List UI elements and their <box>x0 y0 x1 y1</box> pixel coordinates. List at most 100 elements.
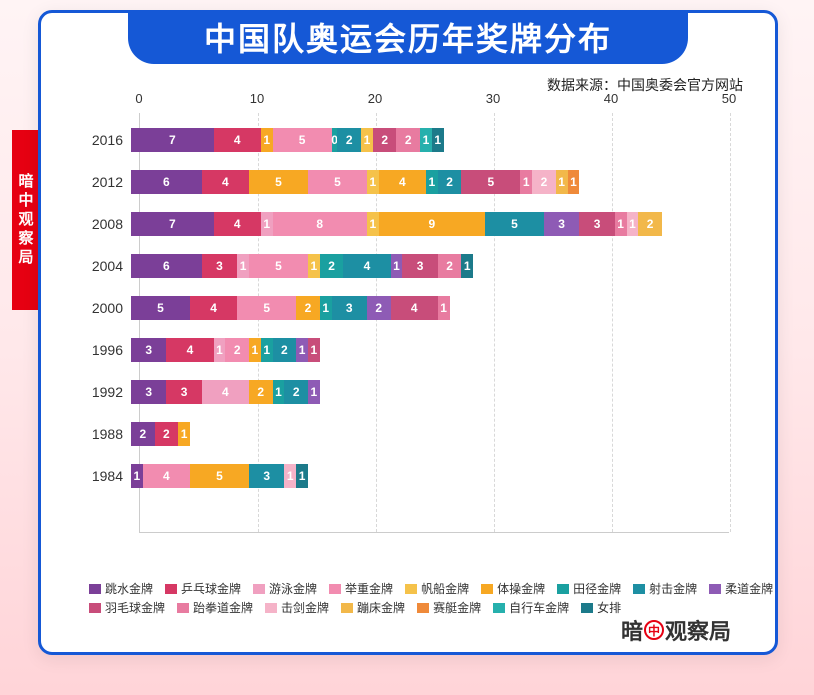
bar-segment: 1 <box>308 338 320 362</box>
legend-label: 女排 <box>597 599 621 616</box>
bar-segment: 2 <box>273 338 297 362</box>
year-label: 2016 <box>81 132 131 148</box>
chart-card: 中国队奥运会历年奖牌分布 数据来源：中国奥委会官方网站 010203040502… <box>38 10 778 655</box>
legend-swatch <box>253 584 265 594</box>
year-label: 1992 <box>81 384 131 400</box>
bar-segment: 3 <box>544 212 579 236</box>
bar-segment: 1 <box>461 254 473 278</box>
bar-segment: 1 <box>308 254 320 278</box>
bar-segment: 1 <box>237 254 249 278</box>
bar-row: 19923342121 <box>81 377 741 407</box>
legend-swatch <box>709 584 721 594</box>
bar-segment: 1 <box>361 128 373 152</box>
bar-segment: 3 <box>166 380 201 404</box>
footer-logo: 暗 中 观察局 <box>621 614 731 646</box>
legend-label: 自行车金牌 <box>509 599 569 616</box>
bar-segment: 1 <box>426 170 438 194</box>
bar-segment: 5 <box>190 464 249 488</box>
bar-segment: 1 <box>367 212 379 236</box>
bar-segment: 3 <box>202 254 237 278</box>
bar-segment: 8 <box>273 212 367 236</box>
bar-segment: 5 <box>237 296 296 320</box>
x-tick-label: 0 <box>135 91 142 106</box>
legend-swatch <box>165 584 177 594</box>
side-tag: 暗中观察局 <box>12 130 38 310</box>
bar-segment: 2 <box>131 422 155 446</box>
bar-segment: 7 <box>131 212 214 236</box>
legend-swatch <box>177 603 189 613</box>
bar-segment: 4 <box>391 296 438 320</box>
x-tick-label: 30 <box>486 91 500 106</box>
bar-segment: 2 <box>284 380 308 404</box>
legend-label: 举重金牌 <box>345 580 393 597</box>
footer-logo-part-a: 暗 <box>621 614 643 646</box>
legend-item: 自行车金牌 <box>493 599 569 616</box>
bar-segment: 4 <box>214 128 261 152</box>
bar-segment: 1 <box>214 338 226 362</box>
bar-segment: 3 <box>131 338 166 362</box>
bar-segment: 1 <box>296 464 308 488</box>
legend-label: 乒乓球金牌 <box>181 580 241 597</box>
year-label: 2004 <box>81 258 131 274</box>
legend-swatch <box>341 603 353 613</box>
year-label: 2008 <box>81 216 131 232</box>
legend-swatch <box>481 584 493 594</box>
legend-item: 帆船金牌 <box>405 580 469 597</box>
bar-segment: 5 <box>273 128 332 152</box>
bar-container: 6455141251211 <box>131 170 741 194</box>
bar-segment: 2 <box>438 254 462 278</box>
legend-item: 举重金牌 <box>329 580 393 597</box>
bar-segment: 1 <box>296 338 308 362</box>
bar-segment: 6 <box>131 170 202 194</box>
legend-label: 游泳金牌 <box>269 580 317 597</box>
bar-segment: 1 <box>261 338 273 362</box>
bar-segment: 1 <box>273 380 285 404</box>
bar-segment: 3 <box>579 212 614 236</box>
bar-segment: 4 <box>214 212 261 236</box>
legend-label: 柔道金牌 <box>725 580 773 597</box>
bar-segment: 4 <box>343 254 390 278</box>
bar-segment: 5 <box>249 254 308 278</box>
source-label: 数据来源：中国奥委会官方网站 <box>547 75 743 95</box>
bar-container: 3342121 <box>131 380 741 404</box>
bar-row: 1984145311 <box>81 461 741 491</box>
bar-segment: 1 <box>420 128 432 152</box>
bar-segment: 2 <box>225 338 249 362</box>
year-label: 1988 <box>81 426 131 442</box>
bar-segment: 1 <box>438 296 450 320</box>
legend-label: 体操金牌 <box>497 580 545 597</box>
legend-item: 女排 <box>581 599 621 616</box>
side-tag-text: 暗中观察局 <box>15 173 36 268</box>
bar-container: 145311 <box>131 464 741 488</box>
bar-segment: 2 <box>337 128 361 152</box>
legend-item: 跳水金牌 <box>89 580 153 597</box>
legend-swatch <box>417 603 429 613</box>
bar-segment: 1 <box>320 296 332 320</box>
year-label: 2000 <box>81 300 131 316</box>
legend-item: 柔道金牌 <box>709 580 773 597</box>
legend-swatch <box>633 584 645 594</box>
bar-segment: 1 <box>568 170 580 194</box>
bar-container: 741819533112 <box>131 212 741 236</box>
bar-row: 201674150212211 <box>81 125 741 155</box>
legend-item: 击剑金牌 <box>265 599 329 616</box>
bar-row: 2000545213241 <box>81 293 741 323</box>
bar-row: 1988221 <box>81 419 741 449</box>
legend-label: 击剑金牌 <box>281 599 329 616</box>
bar-segment: 1 <box>627 212 639 236</box>
legend-swatch <box>557 584 569 594</box>
year-label: 2012 <box>81 174 131 190</box>
bar-segment: 5 <box>131 296 190 320</box>
legend-label: 跆拳道金牌 <box>193 599 253 616</box>
bar-segment: 1 <box>131 464 143 488</box>
bar-segment: 7 <box>131 128 214 152</box>
bar-segment: 1 <box>367 170 379 194</box>
bar-segment: 1 <box>520 170 532 194</box>
bar-container: 221 <box>131 422 741 446</box>
bar-segment: 2 <box>249 380 273 404</box>
legend-swatch <box>329 584 341 594</box>
bar-segment: 4 <box>190 296 237 320</box>
bar-segment: 1 <box>249 338 261 362</box>
legend-swatch <box>265 603 277 613</box>
legend-label: 田径金牌 <box>573 580 621 597</box>
